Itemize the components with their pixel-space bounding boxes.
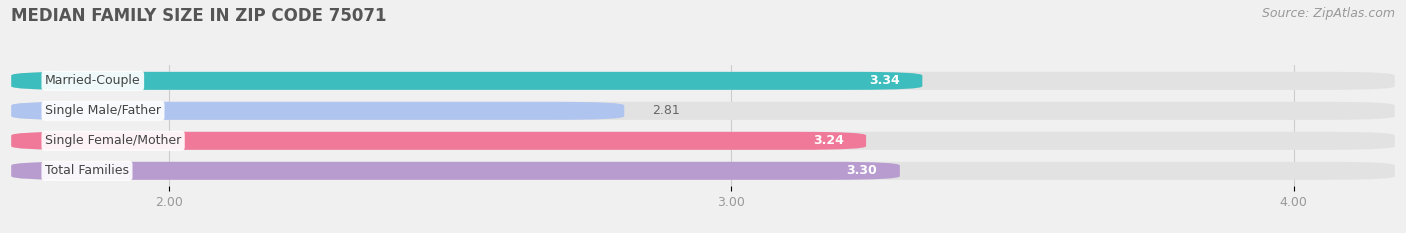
Text: 3.24: 3.24 [813, 134, 844, 147]
FancyBboxPatch shape [11, 102, 624, 120]
Text: Married-Couple: Married-Couple [45, 74, 141, 87]
FancyBboxPatch shape [11, 162, 1395, 180]
FancyBboxPatch shape [11, 132, 1395, 150]
Text: 3.34: 3.34 [869, 74, 900, 87]
Text: Source: ZipAtlas.com: Source: ZipAtlas.com [1261, 7, 1395, 20]
Text: 3.30: 3.30 [846, 164, 877, 177]
FancyBboxPatch shape [11, 72, 922, 90]
Text: MEDIAN FAMILY SIZE IN ZIP CODE 75071: MEDIAN FAMILY SIZE IN ZIP CODE 75071 [11, 7, 387, 25]
Text: Single Female/Mother: Single Female/Mother [45, 134, 181, 147]
FancyBboxPatch shape [11, 162, 900, 180]
FancyBboxPatch shape [11, 132, 866, 150]
Text: Single Male/Father: Single Male/Father [45, 104, 162, 117]
Text: 2.81: 2.81 [652, 104, 681, 117]
FancyBboxPatch shape [11, 102, 1395, 120]
FancyBboxPatch shape [11, 72, 1395, 90]
Text: Total Families: Total Families [45, 164, 129, 177]
